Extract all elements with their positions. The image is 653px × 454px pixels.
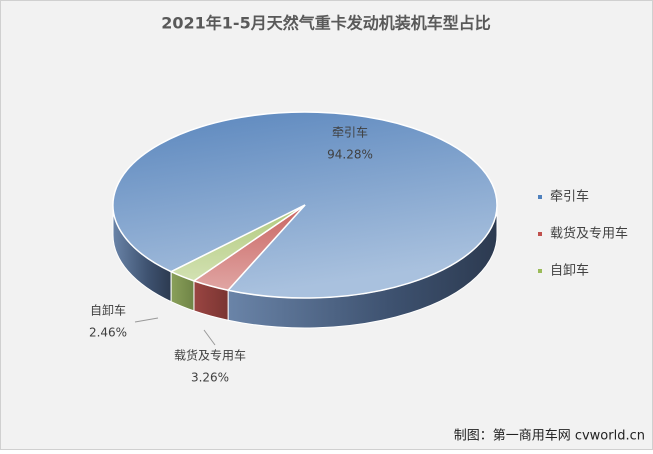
- pie-slice: [169, 204, 306, 282]
- chart-title: 2021年1-5月天然气重卡发动机装机车型占比: [161, 14, 490, 33]
- legend-label: 载货及专用车: [550, 226, 628, 242]
- data-label-name: 载货及专用车: [174, 348, 246, 363]
- legend-marker: [538, 269, 542, 273]
- leader-line: [134, 317, 159, 323]
- legend-label: 牵引车: [550, 189, 589, 205]
- data-label-value: 3.26%: [191, 371, 229, 385]
- legend-marker: [538, 232, 542, 236]
- data-label-value: 94.28%: [327, 148, 373, 162]
- legend-label: 自卸车: [550, 263, 589, 279]
- data-label-name: 自卸车: [90, 303, 126, 318]
- leader-line: [203, 329, 216, 346]
- pie: [112, 111, 498, 329]
- top-faces: [112, 111, 498, 299]
- data-label-name: 牵引车: [332, 125, 368, 140]
- source: 制图：第一商用车网 cvworld.cn: [454, 428, 645, 444]
- legend-marker: [538, 195, 542, 199]
- data-label-value: 2.46%: [89, 326, 127, 340]
